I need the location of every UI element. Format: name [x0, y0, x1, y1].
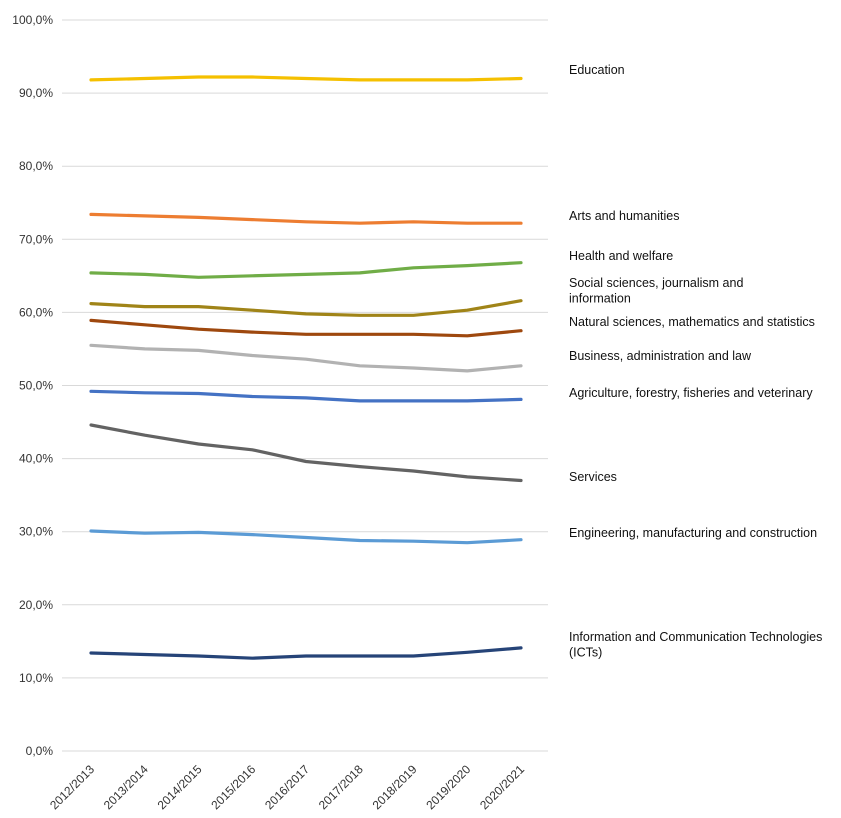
x-tick-label: 2020/2021 [477, 762, 527, 812]
x-tick-label: 2018/2019 [370, 762, 420, 812]
x-tick-label: 2016/2017 [262, 762, 312, 812]
series-label: Information and Communication Technologi… [569, 630, 822, 644]
series-label: Health and welfare [569, 249, 673, 263]
x-tick-label: 2019/2020 [423, 762, 473, 812]
y-tick-label: 90,0% [19, 86, 53, 100]
series-label: Business, administration and law [569, 349, 752, 363]
gridlines [62, 19, 548, 752]
x-tick-label: 2013/2014 [101, 762, 151, 812]
y-tick-label: 30,0% [19, 525, 53, 539]
series-line-8 [89, 529, 523, 545]
series-line-0 [89, 75, 523, 82]
y-tick-label: 0,0% [26, 744, 54, 758]
y-tick-label: 100,0% [12, 13, 53, 27]
x-tick-label: 2017/2018 [316, 762, 366, 812]
series-line-1 [89, 212, 523, 225]
y-tick-label: 80,0% [19, 159, 53, 173]
series-line-2 [89, 261, 523, 279]
x-tick-label: 2015/2016 [208, 762, 258, 812]
y-tick-label: 40,0% [19, 452, 53, 466]
y-tick-label: 10,0% [19, 671, 53, 685]
series-lines [89, 75, 523, 660]
series-label: Education [569, 63, 625, 77]
x-tick-label: 2012/2013 [47, 762, 97, 812]
y-tick-label: 20,0% [19, 598, 53, 612]
series-label: Natural sciences, mathematics and statis… [569, 315, 815, 329]
series-label: Services [569, 470, 617, 484]
series-labels: Education Arts and humanities Health and w… [569, 63, 822, 660]
series-label: Engineering, manufacturing and construct… [569, 526, 817, 540]
series-label: (ICTs) [569, 646, 602, 660]
series-label: Arts and humanities [569, 209, 679, 223]
y-tick-label: 50,0% [19, 379, 53, 393]
y-axis-ticks: 0,0% 10,0% 20,0% 30,0% 40,0% 50,0% 60,0% 70,0% 8… [12, 13, 53, 758]
series-line-7 [89, 423, 523, 483]
series-line-3 [89, 299, 523, 317]
series-label: Agriculture, forestry, fisheries and vet… [569, 386, 813, 400]
y-tick-label: 70,0% [19, 232, 53, 246]
series-line-9 [89, 646, 523, 660]
series-label: Social sciences, journalism and [569, 276, 743, 290]
series-line-6 [89, 389, 523, 403]
series-label: information [569, 292, 631, 306]
x-tick-label: 2014/2015 [155, 762, 205, 812]
y-tick-label: 60,0% [19, 305, 53, 319]
x-axis-ticks: 2012/2013 2013/2014 2014/2015 2015/2016 2016… [47, 762, 527, 812]
series-line-4 [89, 318, 523, 338]
series-line-5 [89, 343, 523, 373]
